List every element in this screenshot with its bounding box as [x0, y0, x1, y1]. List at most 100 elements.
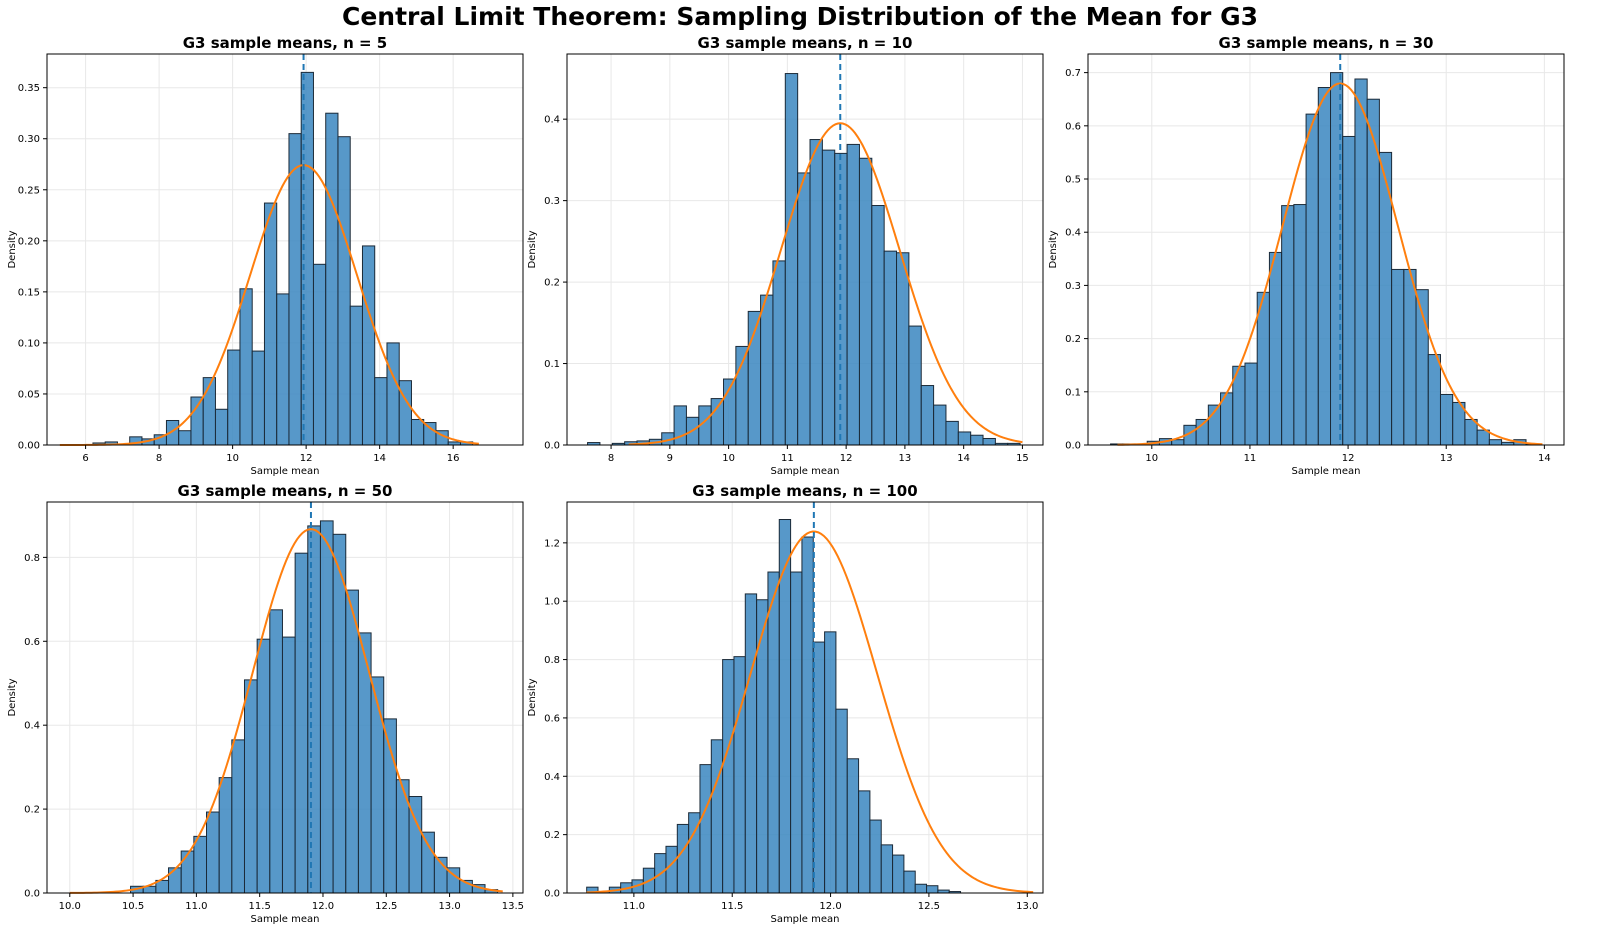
plot-frame [566, 53, 1044, 446]
y-tick-label: 0.0 [544, 441, 560, 452]
normal-curve [1117, 82, 1543, 446]
y-tick-label: 0.25 [18, 185, 40, 196]
plot-frame [1087, 53, 1565, 446]
normal-curve [586, 530, 1034, 894]
histogram-bar [332, 533, 347, 894]
histogram-bar [871, 205, 885, 446]
histogram-bar [920, 385, 935, 446]
histogram-bar [239, 288, 253, 446]
histogram-bar [337, 136, 351, 446]
y-tick-label: 0.30 [18, 134, 40, 145]
y-tick-label: 0.3 [1065, 281, 1081, 292]
histogram-bar [858, 157, 873, 446]
histogram-bar [361, 245, 376, 446]
x-tick-label: 12.0 [819, 901, 841, 912]
histogram-bar [263, 202, 278, 446]
histogram-bar [349, 305, 363, 446]
histogram-bar [767, 571, 780, 894]
x-tick-label: 10.5 [122, 901, 144, 912]
histogram-bar [227, 349, 241, 446]
chart-panel-3: 10 11 12 13 14 0.0 0.1 0.2 0.3 0.4 0.5 0.6 0.7 G3 sam… [1048, 34, 1565, 477]
x-axis-label: Sample mean [250, 914, 319, 925]
y-tick-label: 0.10 [18, 338, 40, 349]
x-tick-label: 13.5 [502, 901, 524, 912]
histogram-bar [1427, 354, 1441, 446]
histogram-bar [835, 708, 848, 894]
histogram-bar [903, 870, 916, 894]
y-axis-label: Density [7, 678, 18, 716]
histogram-bar [276, 293, 290, 446]
x-tick-label: 10.0 [59, 901, 81, 912]
histogram-bar [374, 377, 388, 446]
x-tick-label: 13 [1440, 453, 1453, 464]
histogram-bar [1256, 291, 1270, 446]
histogram-bar [1354, 78, 1368, 446]
y-tick-label: 0.2 [24, 805, 40, 816]
x-tick-label: 13.0 [438, 901, 460, 912]
x-tick-label: 10 [226, 453, 239, 464]
y-tick-label: 0.4 [544, 115, 560, 126]
histogram-bar [168, 867, 182, 894]
x-tick-label: 14 [1538, 453, 1551, 464]
x-tick-label: 8 [608, 453, 614, 464]
histogram-bar [812, 641, 826, 894]
histogram-bar [957, 431, 972, 446]
x-axis-label: Sample mean [770, 914, 839, 925]
y-tick-label: 0.6 [544, 713, 560, 724]
y-tick-label: 0.5 [1065, 175, 1081, 186]
plot-frame [566, 501, 1044, 894]
histogram-bar [846, 143, 860, 446]
panel-title: G3 sample means, n = 50 [178, 482, 393, 500]
histogram-bar [1244, 362, 1258, 446]
histogram-bar [790, 571, 803, 894]
histogram-bar [896, 252, 910, 446]
histogram-bar [801, 536, 814, 894]
chart-panel-2: 8 9 10 11 12 13 14 15 0.0 0.1 0.2 0.3 0.4 G3 sample m… [527, 34, 1044, 477]
histogram-bar [193, 835, 208, 894]
histogram-bar [858, 790, 871, 894]
x-tick-label: 11.5 [721, 901, 743, 912]
histogram-bar [733, 656, 746, 894]
histogram-bar [665, 845, 678, 894]
histogram-bar [1488, 439, 1503, 446]
normal-curve [628, 122, 1023, 446]
y-tick-label: 0.0 [24, 889, 40, 900]
normal-curve [69, 528, 503, 894]
histogram-bar [883, 250, 898, 446]
histogram-bar [710, 398, 725, 446]
chart-panel-5: 11.0 11.5 12.0 12.5 13.0 0.0 0.2 0.4 0.6 0.8 1.0 1.… [527, 482, 1044, 925]
histogram-bar [281, 636, 296, 894]
x-tick-label: 10 [1145, 453, 1158, 464]
y-axis-label: Density [1048, 230, 1059, 268]
y-tick-label: 0.20 [18, 236, 40, 247]
y-tick-label: 0.6 [1065, 121, 1081, 132]
y-tick-label: 0.8 [24, 553, 40, 564]
normal-curve [59, 164, 479, 446]
histogram-bar [1403, 268, 1417, 446]
x-tick-label: 12 [840, 453, 853, 464]
histogram-bar [178, 430, 192, 446]
histogram-bar [256, 638, 271, 894]
chart-panel-1: 6 8 10 12 14 16 0.00 0.05 0.10 0.15 0.20 0.25 0.30 0.… [7, 34, 524, 477]
y-tick-label: 0.8 [544, 655, 560, 666]
x-tick-label: 14 [373, 453, 386, 464]
histogram-bar [421, 831, 435, 894]
x-tick-label: 13.0 [1016, 901, 1038, 912]
histogram-bar [914, 883, 928, 894]
y-tick-label: 0.4 [544, 772, 560, 783]
histogram-bar [821, 149, 836, 446]
x-tick-label: 11.0 [185, 901, 207, 912]
x-tick-label: 14 [957, 453, 970, 464]
histogram-bar [214, 408, 229, 446]
histogram-bar [772, 260, 786, 446]
histogram-bar [231, 739, 245, 894]
histogram-bar [206, 811, 220, 894]
y-tick-label: 0.0 [544, 889, 560, 900]
y-tick-label: 0.3 [544, 196, 560, 207]
histogram-bar [809, 139, 823, 446]
histogram-bar [880, 844, 894, 894]
y-tick-label: 0.00 [18, 441, 40, 452]
y-tick-label: 0.1 [544, 359, 560, 370]
x-tick-label: 10 [722, 453, 735, 464]
histogram-bar [288, 133, 302, 446]
